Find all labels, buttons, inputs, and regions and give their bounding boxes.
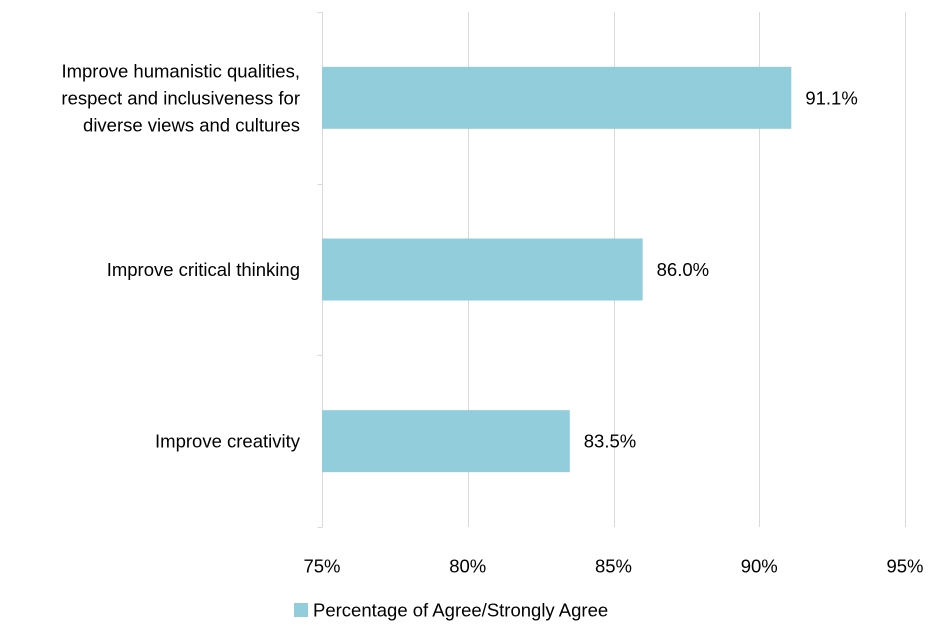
- x-tick-label: 90%: [741, 556, 778, 577]
- legend-swatch: [294, 603, 308, 617]
- x-tick-label: 95%: [886, 556, 923, 577]
- category-label: respect and inclusiveness for: [61, 87, 300, 108]
- data-label: 91.1%: [805, 87, 857, 108]
- bar: [322, 238, 643, 301]
- bar: [322, 66, 792, 129]
- category-label: Improve creativity: [155, 431, 301, 452]
- category-label: Improve critical thinking: [107, 259, 300, 280]
- x-tick-label: 75%: [303, 556, 340, 577]
- category-label: diverse views and cultures: [83, 114, 300, 135]
- data-label: 83.5%: [584, 431, 636, 452]
- data-label: 86.0%: [657, 259, 709, 280]
- x-tick-label: 85%: [595, 556, 632, 577]
- bar: [322, 410, 570, 473]
- legend-label: Percentage of Agree/Strongly Agree: [313, 600, 608, 621]
- x-tick-label: 80%: [449, 556, 486, 577]
- category-label: Improve humanistic qualities,: [61, 60, 300, 81]
